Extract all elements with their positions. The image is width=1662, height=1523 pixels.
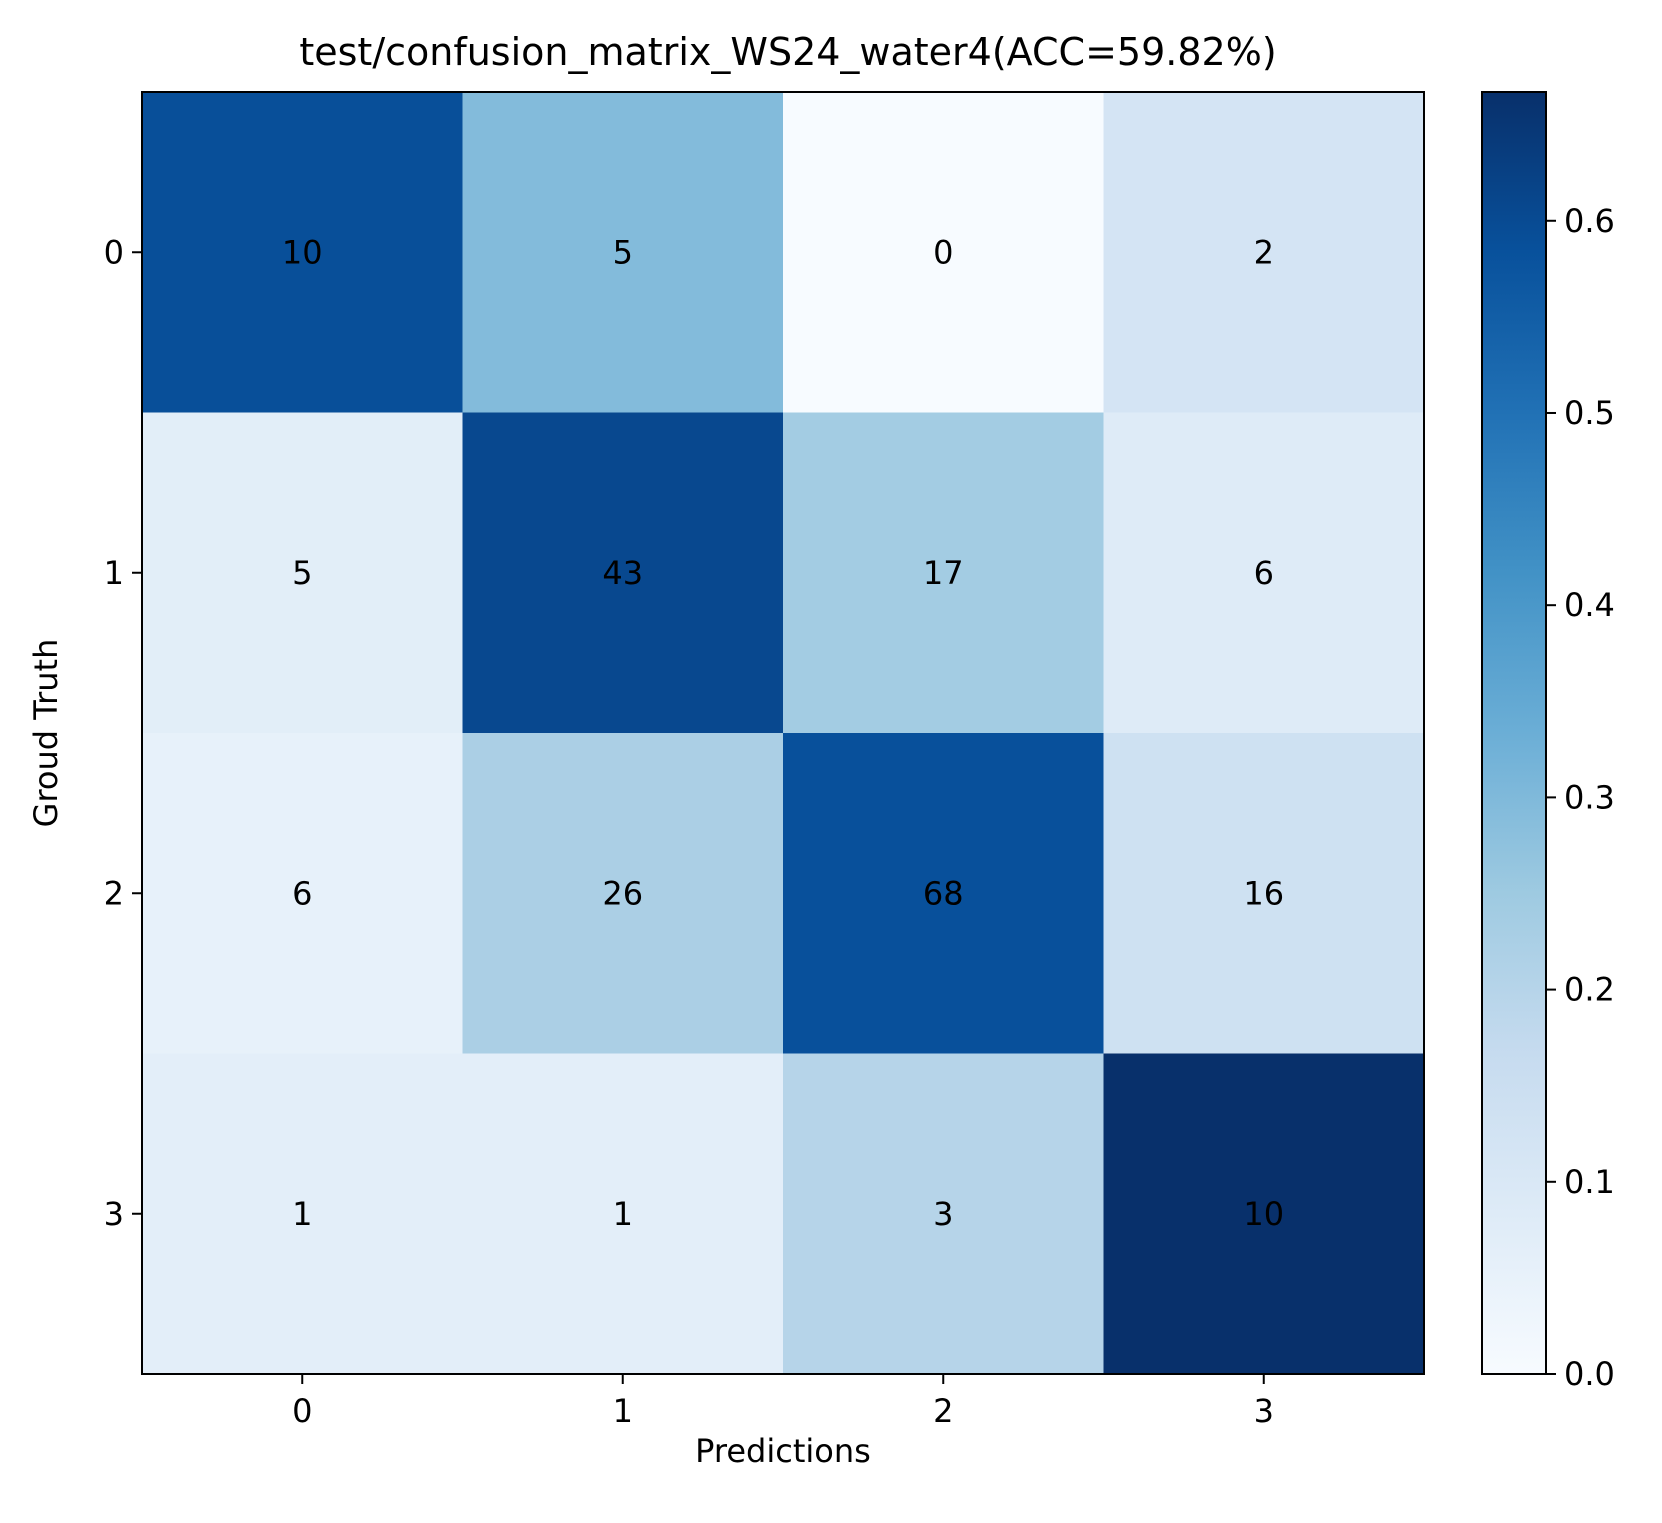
colorbar-ticks: 0.0 0.1 0.2 0.3 0.4 0.5 0.6 <box>1546 202 1615 1393</box>
colorbar-tick-label: 0.1 <box>1564 1163 1615 1201</box>
heatmap-cell-r1-c3 <box>1103 412 1425 734</box>
cell-value-r3-c1: 1 <box>613 1195 633 1233</box>
cell-value-r2-c0: 6 <box>292 874 312 912</box>
cell-value-r3-c3: 10 <box>1243 1195 1284 1233</box>
cell-value-r1-c1: 43 <box>602 554 643 592</box>
heatmap-cell-r3-c0 <box>142 1053 463 1375</box>
heatmap-cell-r0-c3 <box>1103 92 1425 413</box>
cell-value-r2-c2: 68 <box>923 874 964 912</box>
heatmap-cell-r1-c0 <box>142 412 463 734</box>
x-tick-label: 1 <box>613 1392 633 1430</box>
heatmap-cell-r2-c1 <box>462 733 784 1054</box>
heatmap-cell-labels: 10 5 0 2 5 43 17 6 6 26 68 16 1 1 3 10 <box>282 233 1284 1233</box>
heatmap-cell-r2-c2 <box>783 733 1104 1054</box>
heatmap-cell-r3-c1 <box>462 1053 784 1375</box>
colorbar-tick-label: 0.6 <box>1564 202 1615 240</box>
chart-title: test/confusion_matrix_WS24_water4(ACC=59… <box>299 30 1276 74</box>
colorbar-tick-label: 0.3 <box>1564 778 1615 816</box>
y-tick-label: 1 <box>104 554 124 592</box>
heatmap-cell-r0-c2 <box>783 92 1104 413</box>
y-axis-ticks: 0 1 2 3 <box>104 233 142 1233</box>
cell-value-r3-c0: 1 <box>292 1195 312 1233</box>
colorbar-tick-label: 0.2 <box>1564 971 1615 1009</box>
x-tick-label: 2 <box>933 1392 953 1430</box>
cell-value-r1-c2: 17 <box>923 554 964 592</box>
plot-frame <box>141 91 1425 1375</box>
y-tick-label: 2 <box>104 874 124 912</box>
heatmap-cell-r3-c3 <box>1103 1053 1425 1375</box>
cell-value-r3-c2: 3 <box>933 1195 953 1233</box>
cell-value-r0-c1: 5 <box>613 233 633 271</box>
colorbar <box>1481 91 1547 1375</box>
cell-value-r2-c3: 16 <box>1243 874 1284 912</box>
heatmap-cell-r0-c0 <box>142 92 463 413</box>
heatmap-cell-r2-c0 <box>142 733 463 1054</box>
x-axis-ticks: 0 1 2 3 <box>292 1374 1274 1430</box>
y-tick-label: 3 <box>104 1195 124 1233</box>
heatmap-cell-r0-c1 <box>462 92 784 413</box>
heatmap-cell-r3-c2 <box>783 1053 1104 1375</box>
cell-value-r1-c3: 6 <box>1254 554 1274 592</box>
heatmap-cell-r2-c3 <box>1103 733 1425 1054</box>
cell-value-r0-c2: 0 <box>933 233 953 271</box>
x-tick-label: 3 <box>1254 1392 1274 1430</box>
y-tick-label: 0 <box>104 233 124 271</box>
heatmap-cell-r1-c1 <box>462 412 784 734</box>
y-axis-label: Groud Truth <box>27 639 65 828</box>
heatmap-cell-r1-c2 <box>783 412 1104 734</box>
cell-value-r0-c3: 2 <box>1254 233 1274 271</box>
colorbar-tick-label: 0.4 <box>1564 586 1615 624</box>
cell-value-r2-c1: 26 <box>602 874 643 912</box>
colorbar-tick-label: 0.0 <box>1564 1355 1615 1393</box>
cell-value-r1-c0: 5 <box>292 554 312 592</box>
heatmap-cells <box>142 92 1425 1375</box>
colorbar-tick-label: 0.5 <box>1564 394 1615 432</box>
x-axis-label: Predictions <box>695 1432 871 1470</box>
cell-value-r0-c0: 10 <box>282 233 323 271</box>
x-tick-label: 0 <box>292 1392 312 1430</box>
